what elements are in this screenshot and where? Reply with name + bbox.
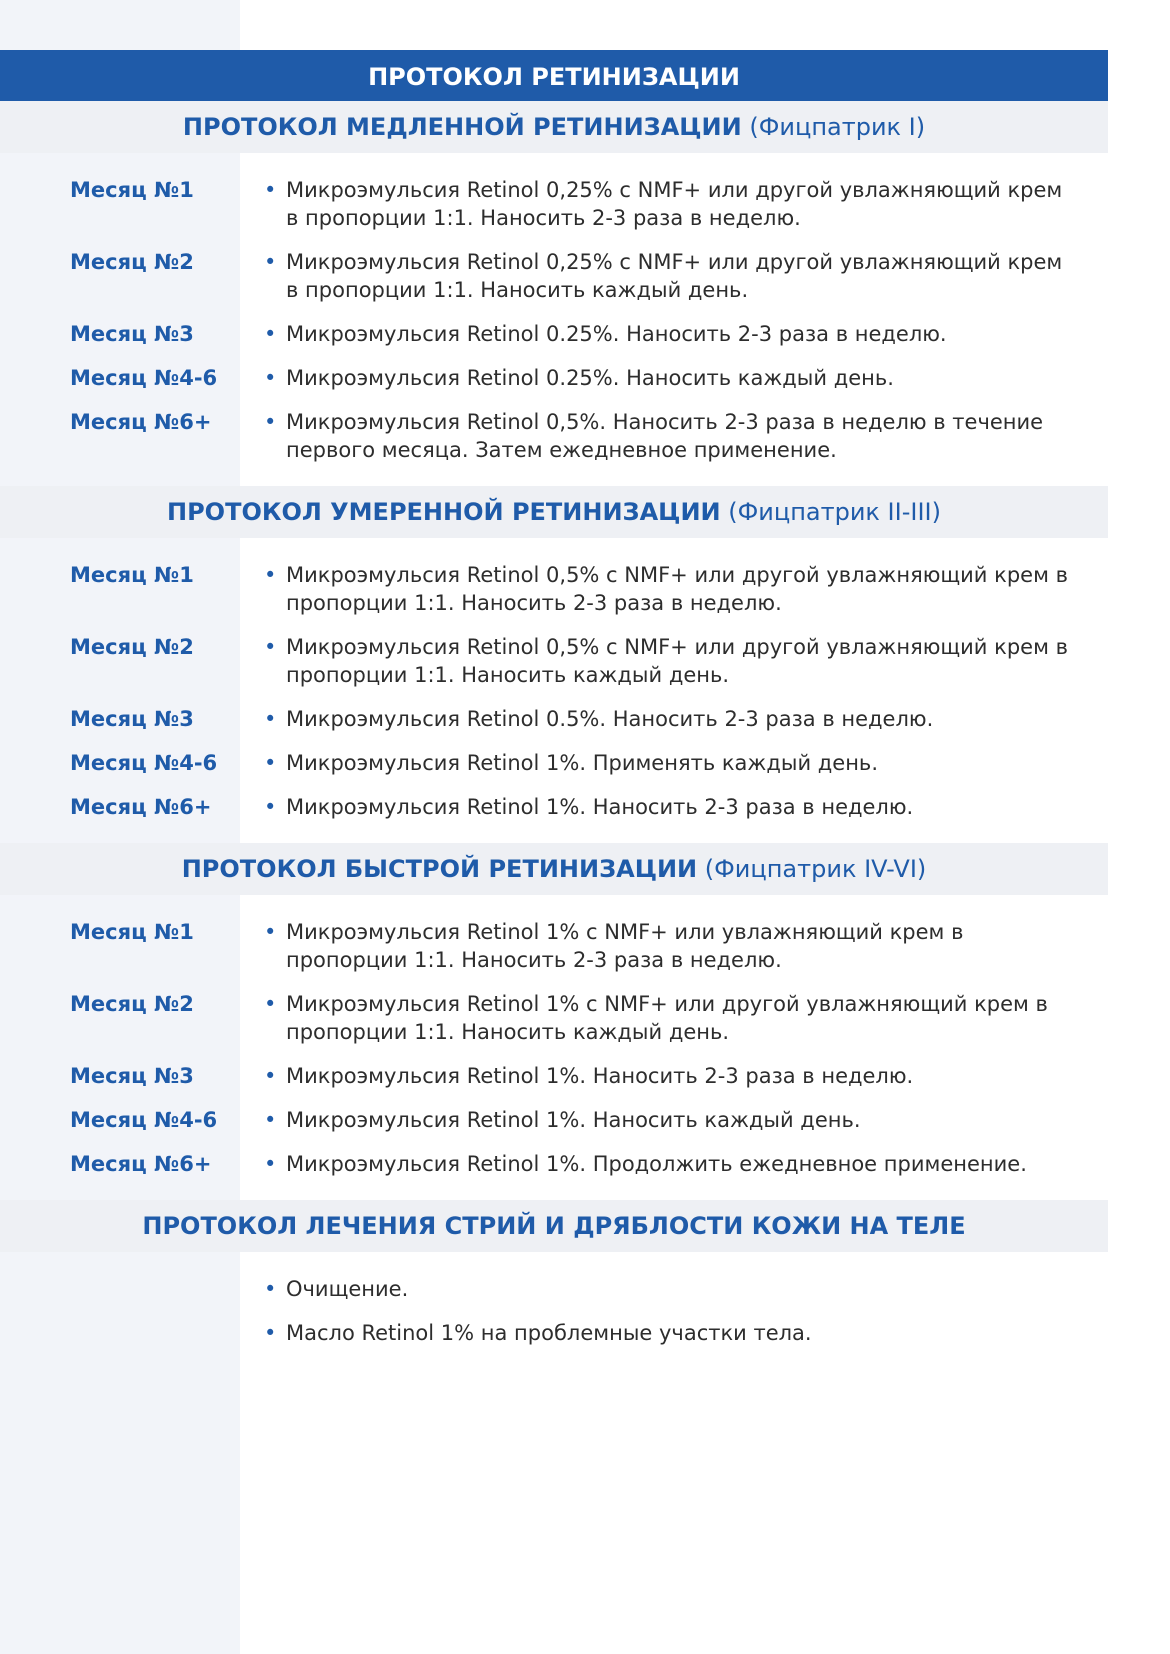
section-title-note: (Фицпатрик II-III)	[728, 498, 941, 526]
list-item: Месяц №3 Микроэмульсия Retinol 1%. Наноси…	[0, 1062, 1108, 1090]
list-item: Месяц №6+ Микроэмульсия Retinol 0,5%. Нан…	[0, 408, 1108, 464]
instruction-text: Микроэмульсия Retinol 0,5%. Наносить 2-3…	[264, 408, 1076, 464]
list-item: Месяц №6+ Микроэмульсия Retinol 1%. Продо…	[0, 1150, 1108, 1178]
month-label: Месяц №1	[70, 178, 194, 202]
section-title: ПРОТОКОЛ БЫСТРОЙ РЕТИНИЗАЦИИ (Фицпатрик …	[0, 843, 1108, 895]
instruction-text: Микроэмульсия Retinol 1%. Наносить кажды…	[264, 1106, 1076, 1134]
section-body: Месяц №1 Микроэмульсия Retinol 0,5% с NMF…	[0, 538, 1108, 843]
list-item: Масло Retinol 1% на проблемные участки т…	[0, 1319, 1108, 1347]
month-label	[0, 1319, 268, 1347]
month-label: Месяц №3	[70, 1064, 194, 1088]
instruction-text: Микроэмульсия Retinol 0.25%. Наносить 2-…	[264, 320, 1076, 348]
instruction-text: Микроэмульсия Retinol 1%. Наносить 2-3 р…	[264, 1062, 1076, 1090]
month-label: Месяц №4-6	[70, 751, 218, 775]
section-body: Месяц №1 Микроэмульсия Retinol 1% с NMF+ …	[0, 895, 1108, 1200]
month-label: Месяц №2	[70, 992, 194, 1016]
section-title-note: (Фицпатрик I)	[749, 113, 926, 141]
instruction-text: Микроэмульсия Retinol 1%. Наносить 2-3 р…	[264, 793, 1076, 821]
section-title-main: ПРОТОКОЛ УМЕРЕННОЙ РЕТИНИЗАЦИИ	[167, 498, 721, 526]
section-title: ПРОТОКОЛ ЛЕЧЕНИЯ СТРИЙ И ДРЯБЛОСТИ КОЖИ …	[0, 1200, 1108, 1252]
instruction-text: Микроэмульсия Retinol 0,25% с NMF+ или д…	[264, 176, 1076, 232]
instruction-text: Очищение.	[264, 1275, 1076, 1303]
instruction-text: Микроэмульсия Retinol 1%. Продолжить еже…	[264, 1150, 1076, 1178]
list-item: Очищение.	[0, 1275, 1108, 1303]
section-title-main: ПРОТОКОЛ МЕДЛЕННОЙ РЕТИНИЗАЦИИ	[182, 113, 742, 141]
section-title-main: ПРОТОКОЛ ЛЕЧЕНИЯ СТРИЙ И ДРЯБЛОСТИ КОЖИ …	[142, 1212, 966, 1240]
month-label: Месяц №1	[70, 563, 194, 587]
left-column-background	[0, 0, 240, 1654]
list-item: Месяц №1 Микроэмульсия Retinol 1% с NMF+ …	[0, 918, 1108, 974]
list-item: Месяц №3 Микроэмульсия Retinol 0.5%. Нано…	[0, 705, 1108, 733]
month-label: Месяц №2	[70, 635, 194, 659]
instruction-text: Микроэмульсия Retinol 1%. Применять кажд…	[264, 749, 1076, 777]
instruction-text: Микроэмульсия Retinol 0,5% с NMF+ или др…	[264, 561, 1076, 617]
month-label: Месяц №1	[70, 920, 194, 944]
instruction-text: Микроэмульсия Retinol 0,25% с NMF+ или д…	[264, 248, 1076, 304]
instruction-text: Микроэмульсия Retinol 0.25%. Наносить ка…	[264, 364, 1076, 392]
list-item: Месяц №2 Микроэмульсия Retinol 0,5% с NMF…	[0, 633, 1108, 689]
section-title: ПРОТОКОЛ УМЕРЕННОЙ РЕТИНИЗАЦИИ (Фицпатри…	[0, 486, 1108, 538]
section-title-note: (Фицпатрик IV-VI)	[704, 855, 927, 883]
list-item: Месяц №1 Микроэмульсия Retinol 0,5% с NMF…	[0, 561, 1108, 617]
month-label: Месяц №2	[70, 250, 194, 274]
list-item: Месяц №1 Микроэмульсия Retinol 0,25% с NM…	[0, 176, 1108, 232]
instruction-text: Микроэмульсия Retinol 0,5% с NMF+ или др…	[264, 633, 1076, 689]
list-item: Месяц №2 Микроэмульсия Retinol 0,25% с NM…	[0, 248, 1108, 304]
month-label: Месяц №6+	[70, 410, 212, 434]
instruction-text: Микроэмульсия Retinol 0.5%. Наносить 2-3…	[264, 705, 1076, 733]
section-title: ПРОТОКОЛ МЕДЛЕННОЙ РЕТИНИЗАЦИИ (Фицпатри…	[0, 101, 1108, 153]
month-label: Месяц №3	[70, 707, 194, 731]
month-label: Месяц №4-6	[70, 366, 218, 390]
month-label: Месяц №3	[70, 322, 194, 346]
instruction-text: Микроэмульсия Retinol 1% с NMF+ или друг…	[264, 990, 1076, 1046]
section-body: Очищение. Масло Retinol 1% на проблемные …	[0, 1252, 1108, 1385]
list-item: Месяц №3 Микроэмульсия Retinol 0.25%. Нан…	[0, 320, 1108, 348]
month-label: Месяц №6+	[70, 1152, 212, 1176]
document: ПРОТОКОЛ РЕТИНИЗАЦИИ ПРОТОКОЛ МЕДЛЕННОЙ …	[0, 50, 1108, 1385]
list-item: Месяц №4-6 Микроэмульсия Retinol 0.25%. Н…	[0, 364, 1108, 392]
section-title-main: ПРОТОКОЛ БЫСТРОЙ РЕТИНИЗАЦИИ	[181, 855, 698, 883]
list-item: Месяц №4-6 Микроэмульсия Retinol 1%. Нано…	[0, 1106, 1108, 1134]
list-item: Месяц №2 Микроэмульсия Retinol 1% с NMF+ …	[0, 990, 1108, 1046]
month-label	[0, 1275, 268, 1303]
page-title: ПРОТОКОЛ РЕТИНИЗАЦИИ	[0, 50, 1108, 101]
list-item: Месяц №6+ Микроэмульсия Retinol 1%. Нанос…	[0, 793, 1108, 821]
list-item: Месяц №4-6 Микроэмульсия Retinol 1%. Прим…	[0, 749, 1108, 777]
section-body: Месяц №1 Микроэмульсия Retinol 0,25% с NM…	[0, 153, 1108, 486]
month-label: Месяц №4-6	[70, 1108, 218, 1132]
instruction-text: Масло Retinol 1% на проблемные участки т…	[264, 1319, 1076, 1347]
month-label: Месяц №6+	[70, 795, 212, 819]
instruction-text: Микроэмульсия Retinol 1% с NMF+ или увла…	[264, 918, 1076, 974]
